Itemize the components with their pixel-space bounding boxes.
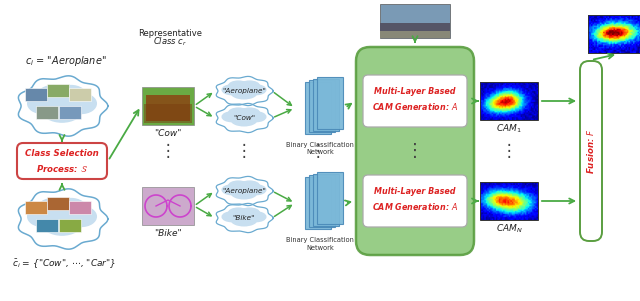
Ellipse shape: [233, 209, 255, 220]
Ellipse shape: [228, 81, 248, 91]
Bar: [380, 23, 450, 38]
Ellipse shape: [247, 85, 266, 95]
Bar: [142, 87, 194, 125]
Ellipse shape: [231, 114, 257, 126]
FancyBboxPatch shape: [305, 82, 331, 134]
Ellipse shape: [239, 81, 260, 91]
Ellipse shape: [42, 97, 83, 122]
Ellipse shape: [44, 202, 79, 224]
Bar: [380, 30, 450, 38]
Ellipse shape: [42, 210, 83, 235]
Ellipse shape: [222, 185, 241, 195]
Bar: [47, 197, 69, 209]
Text: $\bar{c}_i$ = {"Cow", $\cdots$, "Car"}: $\bar{c}_i$ = {"Cow", $\cdots$, "Car"}: [12, 258, 116, 270]
FancyBboxPatch shape: [363, 175, 467, 227]
Ellipse shape: [55, 199, 86, 220]
Bar: [59, 105, 81, 119]
FancyBboxPatch shape: [317, 77, 343, 129]
Text: ⋮: ⋮: [236, 142, 252, 160]
Ellipse shape: [231, 214, 257, 226]
Ellipse shape: [37, 85, 69, 107]
Text: ⋮: ⋮: [500, 142, 517, 160]
Text: Multi-Layer Based: Multi-Layer Based: [374, 88, 456, 97]
Ellipse shape: [228, 181, 248, 191]
Bar: [142, 187, 194, 225]
Bar: [144, 104, 192, 123]
Text: "Cow": "Cow": [154, 129, 182, 138]
Bar: [380, 4, 450, 38]
Text: Fusion: $F$: Fusion: $F$: [586, 128, 596, 174]
Bar: [480, 82, 538, 120]
Ellipse shape: [222, 112, 241, 122]
Ellipse shape: [228, 208, 248, 218]
Bar: [36, 105, 58, 119]
Text: Binary Classification
Network: Binary Classification Network: [286, 142, 354, 156]
Ellipse shape: [233, 110, 255, 120]
Ellipse shape: [231, 87, 257, 99]
Ellipse shape: [231, 187, 257, 199]
Bar: [146, 95, 190, 121]
Text: CAM Generation: $A$: CAM Generation: $A$: [372, 201, 458, 213]
FancyBboxPatch shape: [305, 177, 331, 229]
FancyBboxPatch shape: [313, 79, 339, 131]
Text: ⋮: ⋮: [310, 142, 326, 160]
Ellipse shape: [233, 183, 255, 194]
Text: CAM Generation: $A$: CAM Generation: $A$: [372, 101, 458, 113]
Text: "Bike": "Bike": [154, 228, 182, 237]
Ellipse shape: [247, 212, 266, 222]
Bar: [69, 200, 91, 213]
Bar: [588, 15, 640, 53]
Bar: [480, 182, 538, 220]
Ellipse shape: [239, 181, 260, 191]
Text: Representative: Representative: [138, 29, 202, 39]
Text: Class $c_r$: Class $c_r$: [153, 36, 187, 48]
Bar: [47, 83, 69, 97]
Text: $CAM_1$: $CAM_1$: [496, 123, 522, 135]
Text: "Aeroplane": "Aeroplane": [222, 88, 266, 94]
Ellipse shape: [239, 108, 260, 118]
Text: $CAM_N$: $CAM_N$: [495, 223, 522, 235]
Ellipse shape: [37, 199, 69, 220]
Ellipse shape: [67, 94, 96, 113]
Ellipse shape: [44, 88, 79, 111]
Bar: [36, 219, 58, 231]
Ellipse shape: [247, 112, 266, 122]
Text: "Bike": "Bike": [233, 215, 255, 221]
Ellipse shape: [228, 108, 248, 118]
Ellipse shape: [247, 185, 266, 195]
Ellipse shape: [28, 206, 58, 226]
Bar: [25, 200, 47, 213]
Text: Process: $\mathcal{S}$: Process: $\mathcal{S}$: [36, 163, 88, 173]
FancyBboxPatch shape: [317, 172, 343, 224]
Text: ⋮: ⋮: [160, 142, 176, 160]
Ellipse shape: [239, 208, 260, 218]
Ellipse shape: [55, 85, 86, 107]
Bar: [69, 88, 91, 101]
Text: "Aeroplane": "Aeroplane": [222, 188, 266, 194]
Text: Binary Classification
Network: Binary Classification Network: [286, 237, 354, 250]
FancyBboxPatch shape: [580, 61, 602, 241]
Bar: [25, 88, 47, 101]
FancyBboxPatch shape: [309, 80, 335, 132]
FancyBboxPatch shape: [17, 143, 107, 179]
Ellipse shape: [222, 85, 241, 95]
Text: "Cow": "Cow": [233, 115, 255, 121]
Text: $c_i$ = "Aeroplane": $c_i$ = "Aeroplane": [25, 54, 107, 68]
FancyBboxPatch shape: [313, 174, 339, 226]
Ellipse shape: [233, 82, 255, 93]
Ellipse shape: [28, 94, 58, 113]
Text: Class Selection: Class Selection: [25, 150, 99, 159]
Ellipse shape: [67, 206, 96, 226]
FancyBboxPatch shape: [356, 47, 474, 255]
Ellipse shape: [222, 212, 241, 222]
FancyBboxPatch shape: [309, 175, 335, 227]
Bar: [59, 219, 81, 231]
Text: Multi-Layer Based: Multi-Layer Based: [374, 188, 456, 197]
FancyBboxPatch shape: [363, 75, 467, 127]
Text: ⋮: ⋮: [406, 142, 424, 160]
